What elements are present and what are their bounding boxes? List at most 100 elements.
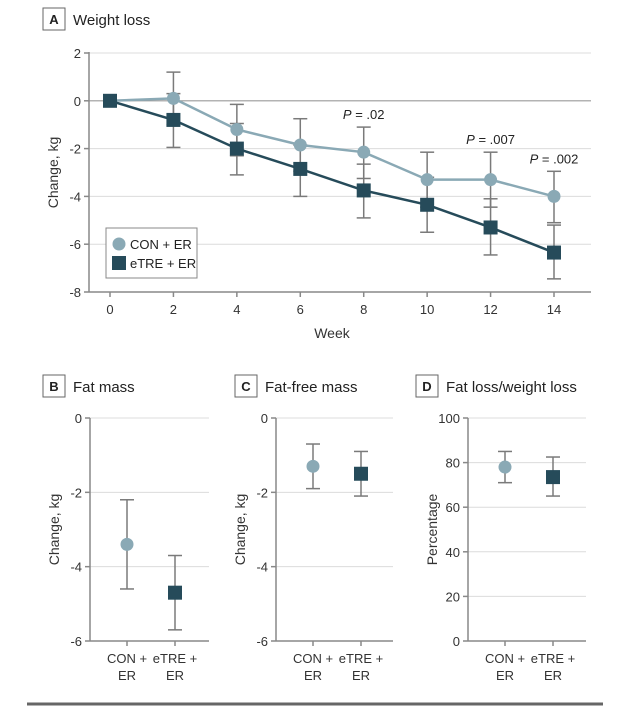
x-tick-label-line2: ER — [496, 668, 514, 683]
panel-c-letter-box — [234, 374, 258, 398]
x-tick-label: 8 — [360, 302, 367, 317]
y-tick-label: 0 — [453, 634, 460, 649]
y-tick-label: 0 — [75, 411, 82, 426]
p-symbol: P — [466, 132, 475, 147]
x-tick-label-line2: ER — [304, 668, 322, 683]
data-point-con-week-8 — [357, 145, 371, 159]
panel-b-letter-box — [42, 374, 66, 398]
x-tick-label: 2 — [170, 302, 177, 317]
x-tick-label-line1: CON + — [293, 651, 333, 666]
y-tick-label: 0 — [74, 94, 81, 109]
y-tick-label: 100 — [438, 411, 460, 426]
data-point-con-week-6 — [293, 138, 307, 152]
data-point-etre-week-8 — [356, 183, 371, 198]
panel-a-title: Weight loss — [73, 12, 150, 29]
series-line-con-er — [109, 97, 555, 198]
panel-c-title: Fat-free mass — [265, 379, 358, 396]
data-point-con — [306, 459, 320, 473]
data-point-con — [498, 460, 512, 474]
data-point-etre-week-0 — [103, 93, 117, 108]
x-tick-label: 10 — [420, 302, 434, 317]
y-tick-label: 60 — [446, 500, 460, 515]
data-point-con-week-4 — [230, 122, 244, 136]
x-tick-label: 6 — [297, 302, 304, 317]
panel-b-header: B Fat mass — [42, 374, 135, 398]
y-tick-label: -4 — [69, 189, 81, 204]
panel-d-title: Fat loss/weight loss — [446, 379, 577, 396]
panel-d-letter: D — [422, 379, 431, 394]
panel-a-letter: A — [49, 12, 59, 27]
x-tick-label-line1: CON + — [485, 651, 525, 666]
data-point-etre-week-6 — [293, 161, 308, 176]
y-tick-label: 40 — [446, 545, 460, 560]
data-point-con-week-14 — [547, 189, 561, 203]
y-tick-label: -6 — [69, 237, 81, 252]
y-axis-title: Change, kg — [45, 137, 61, 209]
data-point-etre-week-2 — [166, 112, 181, 127]
data-point-etre-week-12 — [483, 220, 498, 235]
panel-a-letter-box — [42, 7, 66, 31]
data-point-con-week-2 — [166, 91, 180, 105]
legend-label-con-er: CON + ER — [130, 237, 192, 252]
x-tick-label: 14 — [547, 302, 561, 317]
y-tick-label: -2 — [70, 485, 82, 500]
legend-label-etre-er: eTRE + ER — [130, 256, 196, 271]
y-tick-label: -4 — [70, 560, 82, 575]
y-axis-title: Change, kg — [46, 494, 62, 566]
panel-d-fat-loss-ratio-chart: 100 80 60 40 20 0 CON + ER eTRE + ER Percentage — [424, 411, 586, 683]
p-symbol: P — [343, 107, 352, 122]
x-tick-label: 12 — [483, 302, 497, 317]
x-tick-label-line1: eTRE + — [531, 651, 575, 666]
y-tick-label: 2 — [74, 46, 81, 61]
y-tick-label: -2 — [69, 142, 81, 157]
panel-c-header: C Fat-free mass — [234, 374, 358, 398]
y-tick-label: 20 — [446, 589, 460, 604]
panel-d-header: D Fat loss/weight loss — [415, 374, 577, 398]
panel-a-header: A Weight loss — [42, 7, 150, 31]
p-value-week-12: P = .007 — [466, 132, 515, 147]
x-tick-label-line2: ER — [352, 668, 370, 683]
legend-marker-etre-er — [112, 256, 126, 270]
series-line-etre-er — [109, 99, 555, 254]
y-tick-label: -2 — [256, 485, 268, 500]
y-tick-label: 80 — [446, 456, 460, 471]
data-point-etre — [354, 466, 368, 481]
x-tick-label-line2: ER — [118, 668, 136, 683]
y-tick-label: -6 — [70, 634, 82, 649]
data-point-etre — [546, 470, 560, 485]
x-tick-label-line1: eTRE + — [339, 651, 383, 666]
panel-c-fat-free-mass-chart: 0 -2 -4 -6 CON + ER eTRE + ER Change, kg — [232, 411, 393, 683]
y-tick-label: -4 — [256, 560, 268, 575]
panel-c-letter: C — [241, 379, 251, 394]
y-tick-label: 0 — [261, 411, 268, 426]
p-value-week-8: P = .02 — [343, 107, 385, 122]
legend: CON + ER eTRE + ER — [105, 227, 198, 279]
x-tick-label-line1: CON + — [107, 651, 147, 666]
data-point-etre-week-4 — [229, 141, 244, 156]
data-point-etre-week-14 — [547, 245, 561, 260]
y-axis-title: Change, kg — [232, 494, 248, 566]
data-point-con — [120, 537, 134, 551]
panel-b-letter: B — [49, 379, 58, 394]
p-value-number: = .02 — [352, 107, 385, 122]
data-point-con-week-12 — [484, 173, 498, 187]
legend-marker-con-er — [112, 237, 126, 251]
p-value-week-14: P = .002 — [530, 151, 579, 166]
panel-a-weight-loss-chart: 2 0 -2 -4 -6 -8 0 2 4 6 8 10 12 14 Week Change, kg P = .… — [45, 46, 591, 341]
p-value-number: = .007 — [475, 132, 515, 147]
y-tick-label: -8 — [69, 285, 81, 300]
panel-b-fat-mass-chart: 0 -2 -4 -6 CON + ER eTRE + ER Change, kg — [46, 411, 209, 683]
x-tick-label-line2: ER — [544, 668, 562, 683]
data-point-con-week-10 — [420, 173, 434, 187]
x-tick-label-line2: ER — [166, 668, 184, 683]
data-point-etre-week-10 — [420, 197, 435, 212]
y-axis-title: Percentage — [424, 493, 440, 565]
p-value-number: = .002 — [538, 151, 578, 166]
x-tick-label-line1: eTRE + — [153, 651, 197, 666]
y-tick-label: -6 — [256, 634, 268, 649]
panel-d-letter-box — [415, 374, 439, 398]
x-tick-label: 0 — [106, 302, 113, 317]
x-tick-label: 4 — [233, 302, 240, 317]
x-axis-title: Week — [314, 325, 351, 341]
data-point-etre — [168, 585, 182, 600]
